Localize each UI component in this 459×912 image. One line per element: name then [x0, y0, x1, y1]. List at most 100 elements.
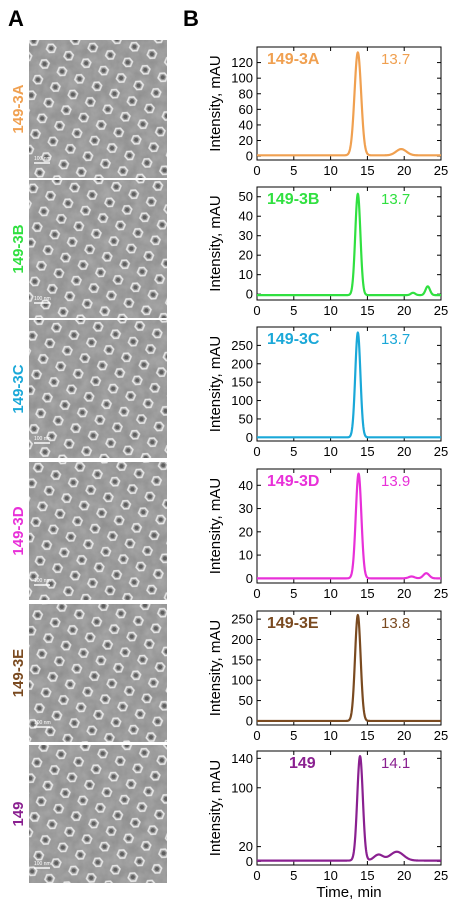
chart-sample-name: 149-3A — [267, 51, 320, 68]
chart-sample-name: 149-3B — [267, 191, 319, 208]
y-tick-label: 150 — [231, 375, 253, 390]
y-tick-label: 0 — [246, 571, 253, 586]
y-tick-label: 100 — [231, 673, 253, 688]
chart-sample-name: 149 — [289, 755, 316, 772]
y-axis-title: Intensity, mAU — [207, 620, 224, 716]
chart-sample-name: 149-3E — [267, 615, 319, 632]
x-tick-label: 15 — [360, 586, 374, 601]
y-tick-label: 20 — [239, 524, 253, 539]
x-tick-label: 0 — [253, 303, 260, 318]
y-tick-label: 50 — [239, 189, 253, 204]
x-tick-label: 5 — [290, 586, 297, 601]
scale-bar-label: 100 nm — [34, 296, 51, 302]
chromatogram-trace — [256, 51, 442, 157]
peak-retention-label: 13.9 — [381, 473, 410, 490]
panel-letter-a: A — [8, 6, 24, 31]
x-tick-label: 20 — [397, 303, 411, 318]
x-tick-label: 0 — [253, 728, 260, 743]
sample-label-1: 149-3A — [10, 84, 27, 133]
x-tick-label: 25 — [434, 868, 448, 883]
x-tick-label: 10 — [323, 586, 337, 601]
y-tick-label: 40 — [239, 478, 253, 493]
y-tick-label: 80 — [239, 86, 253, 101]
x-axis-title: Time, min — [316, 884, 381, 901]
sample-label-6: 149 — [10, 801, 27, 826]
peak-retention-label: 13.7 — [381, 331, 410, 348]
x-tick-label: 25 — [434, 728, 448, 743]
chromatogram-trace — [256, 192, 442, 297]
y-axis-title: Intensity, mAU — [207, 478, 224, 574]
scale-bar-label: 100 nm — [34, 578, 51, 584]
x-tick-label: 25 — [434, 444, 448, 459]
chromatogram-trace — [256, 331, 442, 439]
y-tick-label: 200 — [231, 632, 253, 647]
y-tick-label: 0 — [246, 287, 253, 302]
y-tick-label: 20 — [239, 248, 253, 263]
x-tick-label: 5 — [290, 163, 297, 178]
plot-frame — [256, 610, 442, 726]
peak-retention-label: 13.7 — [381, 191, 410, 208]
y-axis-title: Intensity, mAU — [207, 195, 224, 291]
scale-bar-label: 100 nm — [34, 156, 51, 162]
chromatogram-trace — [256, 613, 442, 723]
y-axis-title: Intensity, mAU — [207, 336, 224, 432]
x-tick-label: 20 — [397, 444, 411, 459]
y-tick-label: 150 — [231, 652, 253, 667]
y-tick-label: 50 — [239, 411, 253, 426]
micrograph-6: 100 nm 149 — [10, 745, 167, 883]
micrograph-column: 100 nm 149-3A 100 nm 149-3B 100 nm 149-3C 100 … — [10, 40, 167, 883]
x-tick-label: 15 — [360, 163, 374, 178]
micrograph-particles — [29, 462, 167, 600]
y-tick-label: 40 — [239, 209, 253, 224]
y-tick-label: 30 — [239, 501, 253, 516]
micrograph-4: 100 nm 149-3D — [10, 462, 167, 600]
y-axis-title: Intensity, mAU — [207, 760, 224, 856]
x-tick-label: 25 — [434, 163, 448, 178]
scale-bar-label: 100 nm — [34, 436, 51, 442]
y-tick-label: 100 — [231, 393, 253, 408]
x-tick-label: 5 — [290, 303, 297, 318]
peak-retention-label: 13.7 — [381, 51, 410, 68]
panel-letter-b: B — [183, 6, 199, 31]
x-tick-label: 10 — [323, 728, 337, 743]
y-tick-label: 140 — [231, 751, 253, 766]
x-tick-label: 10 — [323, 163, 337, 178]
chromatogram-2: 0 5 10 15 20 25 0 10 20 30 40 50 Intensity, mAU 149-3… — [207, 186, 448, 318]
y-tick-label: 250 — [231, 612, 253, 627]
peak-retention-label: 13.8 — [381, 615, 410, 632]
plot-frame — [256, 186, 442, 301]
x-tick-label: 0 — [253, 586, 260, 601]
plot-frame — [256, 468, 442, 584]
y-tick-label: 10 — [239, 267, 253, 282]
x-tick-label: 20 — [397, 586, 411, 601]
y-tick-label: 40 — [239, 117, 253, 132]
y-tick-label: 250 — [231, 338, 253, 353]
y-tick-label: 20 — [239, 133, 253, 148]
y-tick-label: 10 — [239, 548, 253, 563]
chromatogram-trace — [256, 755, 442, 862]
sample-label-4: 149-3D — [10, 506, 27, 555]
chromatogram-trace — [256, 472, 442, 580]
x-tick-label: 0 — [253, 444, 260, 459]
micrograph-particles — [29, 745, 167, 883]
y-tick-label: 100 — [231, 780, 253, 795]
x-tick-label: 15 — [360, 444, 374, 459]
x-tick-label: 0 — [253, 868, 260, 883]
y-tick-label: 60 — [239, 102, 253, 117]
y-axis-title: Intensity, mAU — [207, 55, 224, 151]
x-tick-label: 5 — [290, 444, 297, 459]
sample-label-3: 149-3C — [10, 364, 27, 413]
x-tick-label: 10 — [323, 868, 337, 883]
y-tick-label: 50 — [239, 693, 253, 708]
x-tick-label: 15 — [360, 868, 374, 883]
micrograph-1: 100 nm 149-3A — [10, 40, 167, 178]
y-tick-label: 120 — [231, 55, 253, 70]
x-tick-label: 25 — [434, 303, 448, 318]
sample-label-2: 149-3B — [10, 224, 27, 273]
x-tick-label: 0 — [253, 163, 260, 178]
